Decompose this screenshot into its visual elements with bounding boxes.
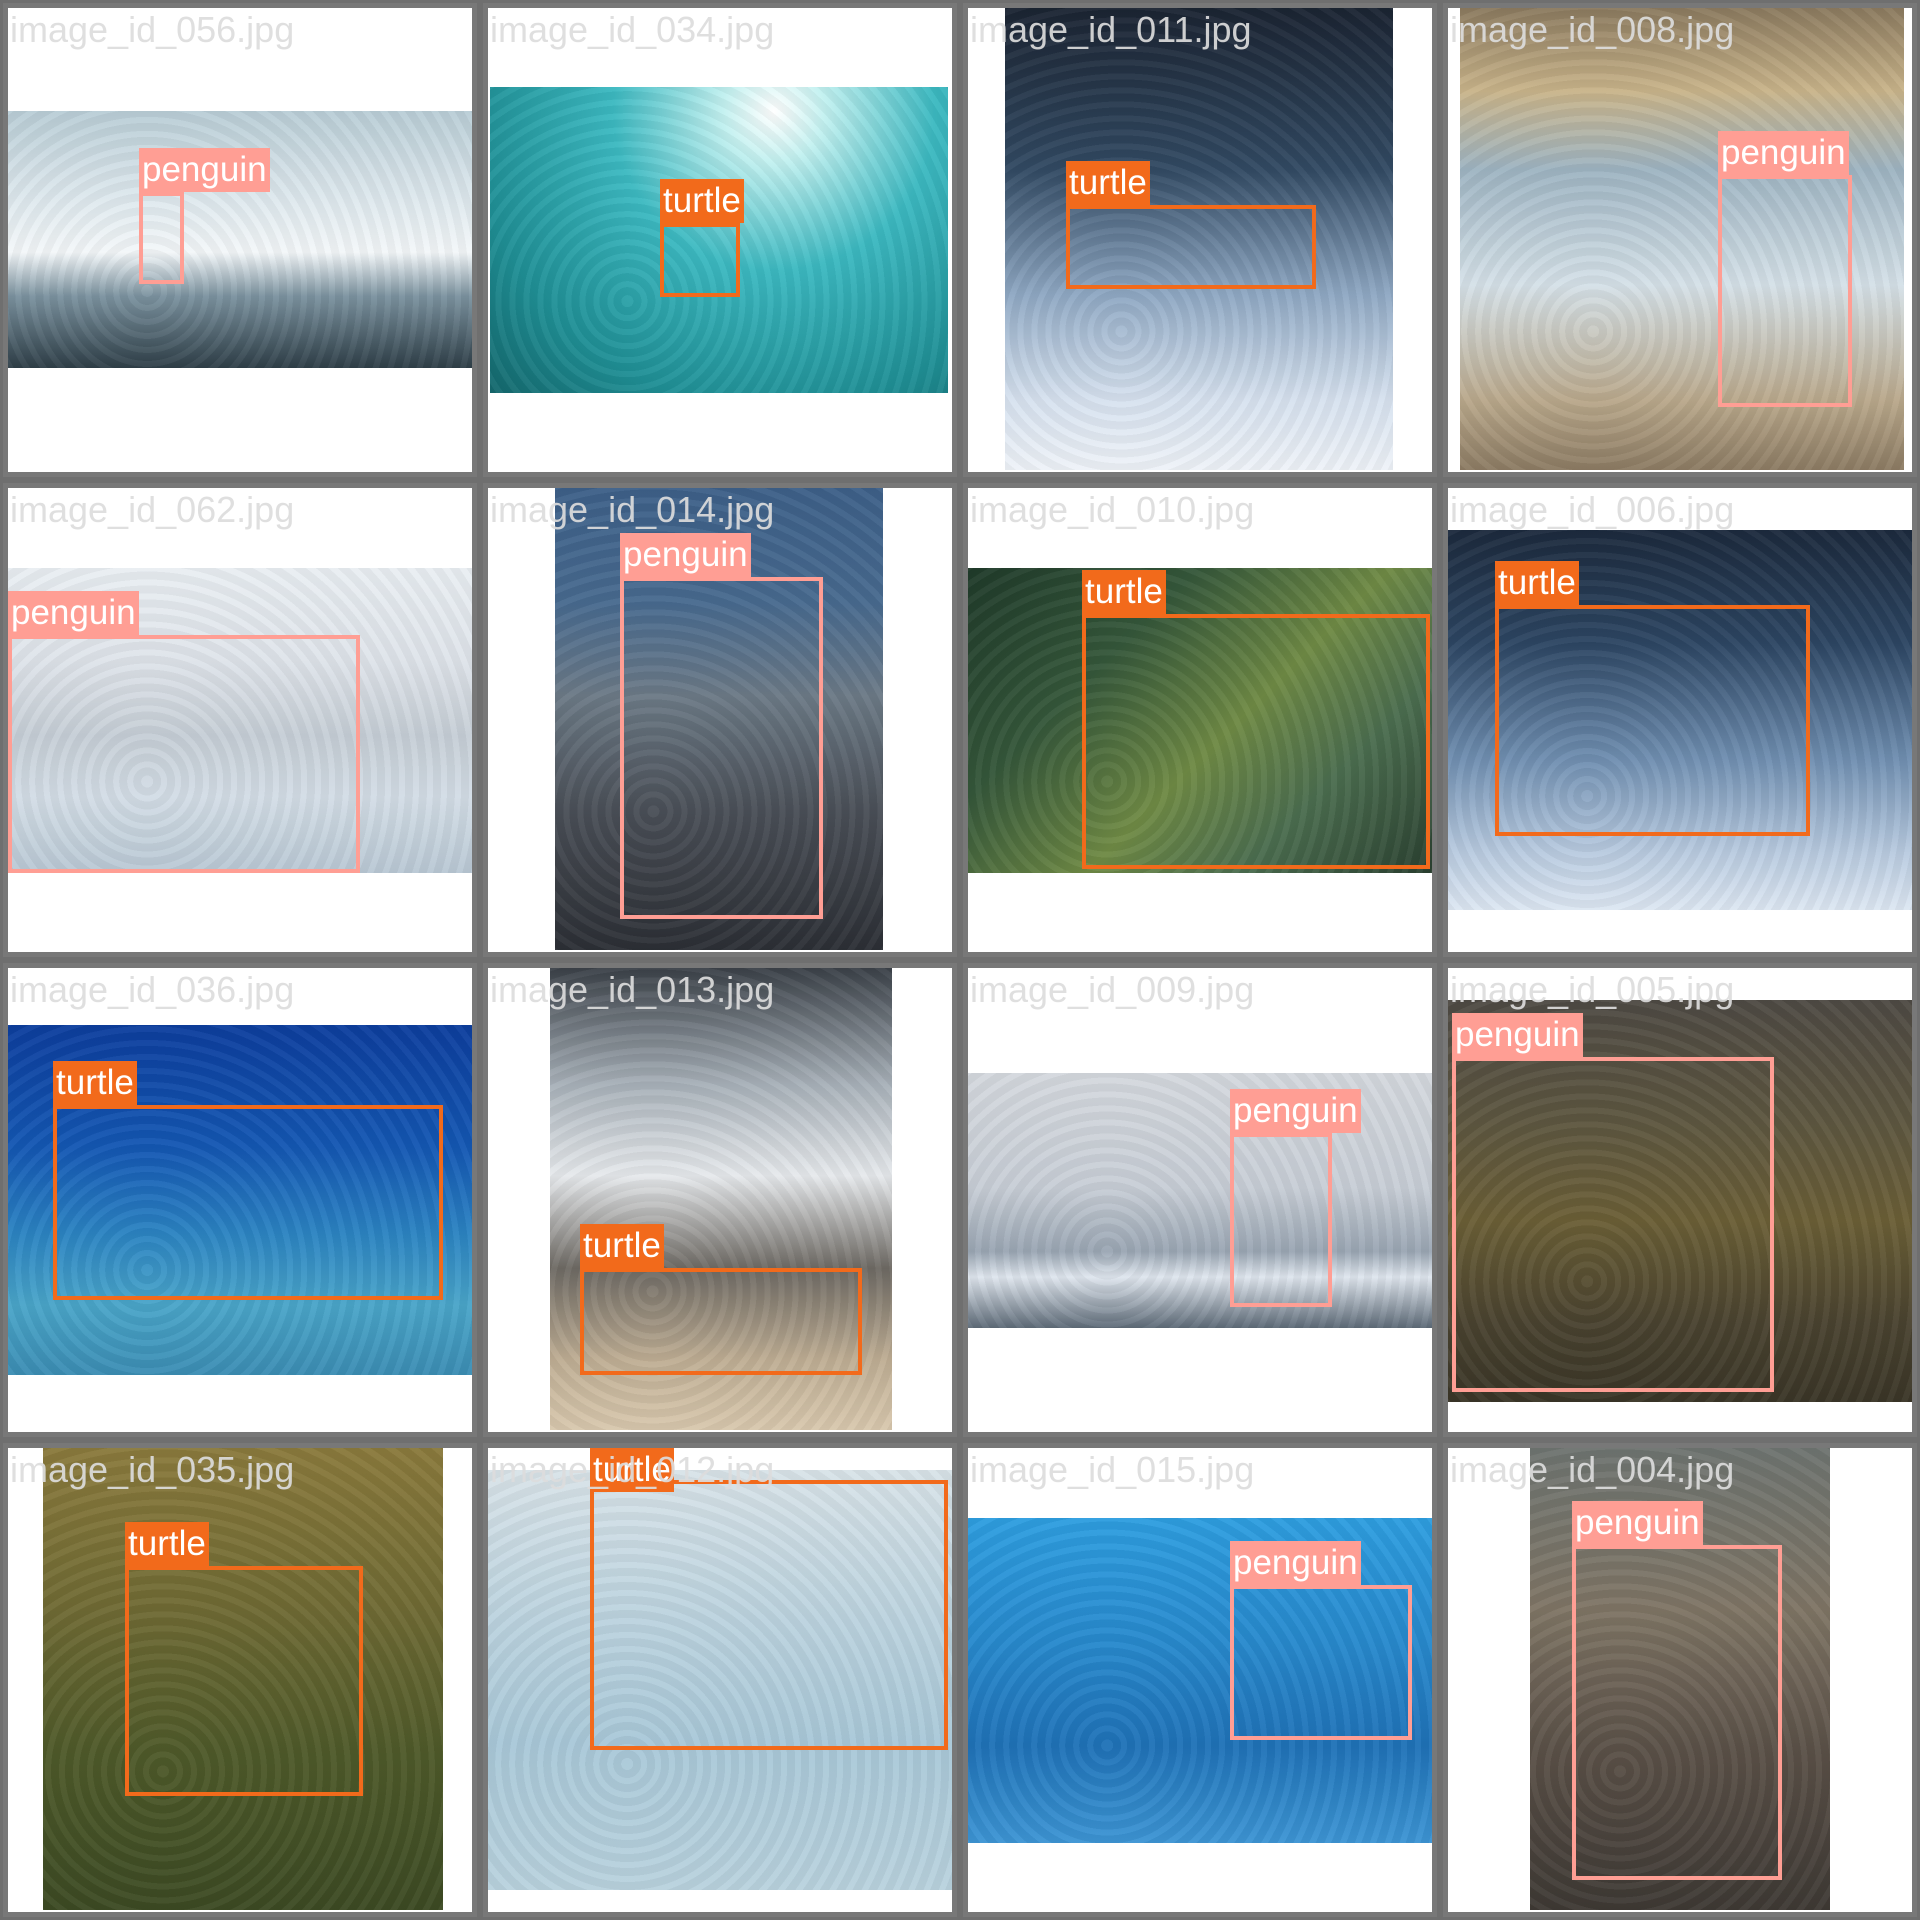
turtle-class-label: turtle — [1066, 161, 1150, 205]
turtle-bounding-box — [660, 223, 740, 297]
penguin-bounding-box — [1230, 1133, 1332, 1307]
penguin-bounding-box — [1230, 1585, 1412, 1740]
image-tile: image_id_004.jpg penguin — [1443, 1443, 1917, 1917]
filename-label: image_id_062.jpg — [10, 486, 294, 534]
turtle-bounding-box — [1082, 614, 1430, 869]
filename-label: image_id_006.jpg — [1450, 486, 1734, 534]
penguin-class-label: penguin — [620, 533, 751, 577]
turtle-bounding-box — [580, 1268, 862, 1375]
penguin-class-label: penguin — [1230, 1089, 1361, 1133]
turtle-class-label: turtle — [660, 179, 744, 223]
turtle-bounding-box — [53, 1105, 443, 1300]
photo — [968, 1073, 1432, 1328]
image-tile: image_id_011.jpg turtle — [963, 3, 1437, 477]
penguin-bounding-box — [8, 635, 360, 873]
turtle-bounding-box — [1066, 205, 1316, 289]
filename-label: image_id_056.jpg — [10, 6, 294, 54]
penguin-bounding-box — [620, 577, 823, 919]
image-tile: image_id_012.jpg turtle — [483, 1443, 957, 1917]
turtle-bounding-box — [125, 1566, 363, 1796]
filename-label: image_id_015.jpg — [970, 1446, 1254, 1494]
penguin-bounding-box — [139, 192, 184, 284]
penguin-class-label: penguin — [1718, 131, 1849, 175]
filename-label: image_id_034.jpg — [490, 6, 774, 54]
image-tile: image_id_005.jpg penguin — [1443, 963, 1917, 1437]
turtle-bounding-box — [590, 1480, 948, 1750]
turtle-class-label: turtle — [580, 1224, 664, 1268]
penguin-class-label: penguin — [1572, 1501, 1703, 1545]
turtle-class-label: turtle — [125, 1522, 209, 1566]
image-tile: image_id_013.jpg turtle — [483, 963, 957, 1437]
turtle-class-label: turtle — [53, 1061, 137, 1105]
penguin-class-label: penguin — [139, 148, 270, 192]
image-tile: image_id_008.jpg penguin — [1443, 3, 1917, 477]
image-tile: image_id_035.jpg turtle — [3, 1443, 477, 1917]
penguin-class-label: penguin — [8, 591, 139, 635]
penguin-bounding-box — [1572, 1545, 1782, 1880]
penguin-bounding-box — [1452, 1057, 1774, 1392]
penguin-class-label: penguin — [1452, 1013, 1583, 1057]
turtle-class-label: turtle — [590, 1448, 674, 1492]
penguin-class-label: penguin — [1230, 1541, 1361, 1585]
turtle-bounding-box — [1495, 605, 1810, 836]
filename-label: image_id_009.jpg — [970, 966, 1254, 1014]
turtle-class-label: turtle — [1082, 570, 1166, 614]
filename-label: image_id_036.jpg — [10, 966, 294, 1014]
image-tile: image_id_014.jpg penguin — [483, 483, 957, 957]
turtle-class-label: turtle — [1495, 561, 1579, 605]
filename-label: image_id_010.jpg — [970, 486, 1254, 534]
penguin-bounding-box — [1718, 175, 1852, 407]
